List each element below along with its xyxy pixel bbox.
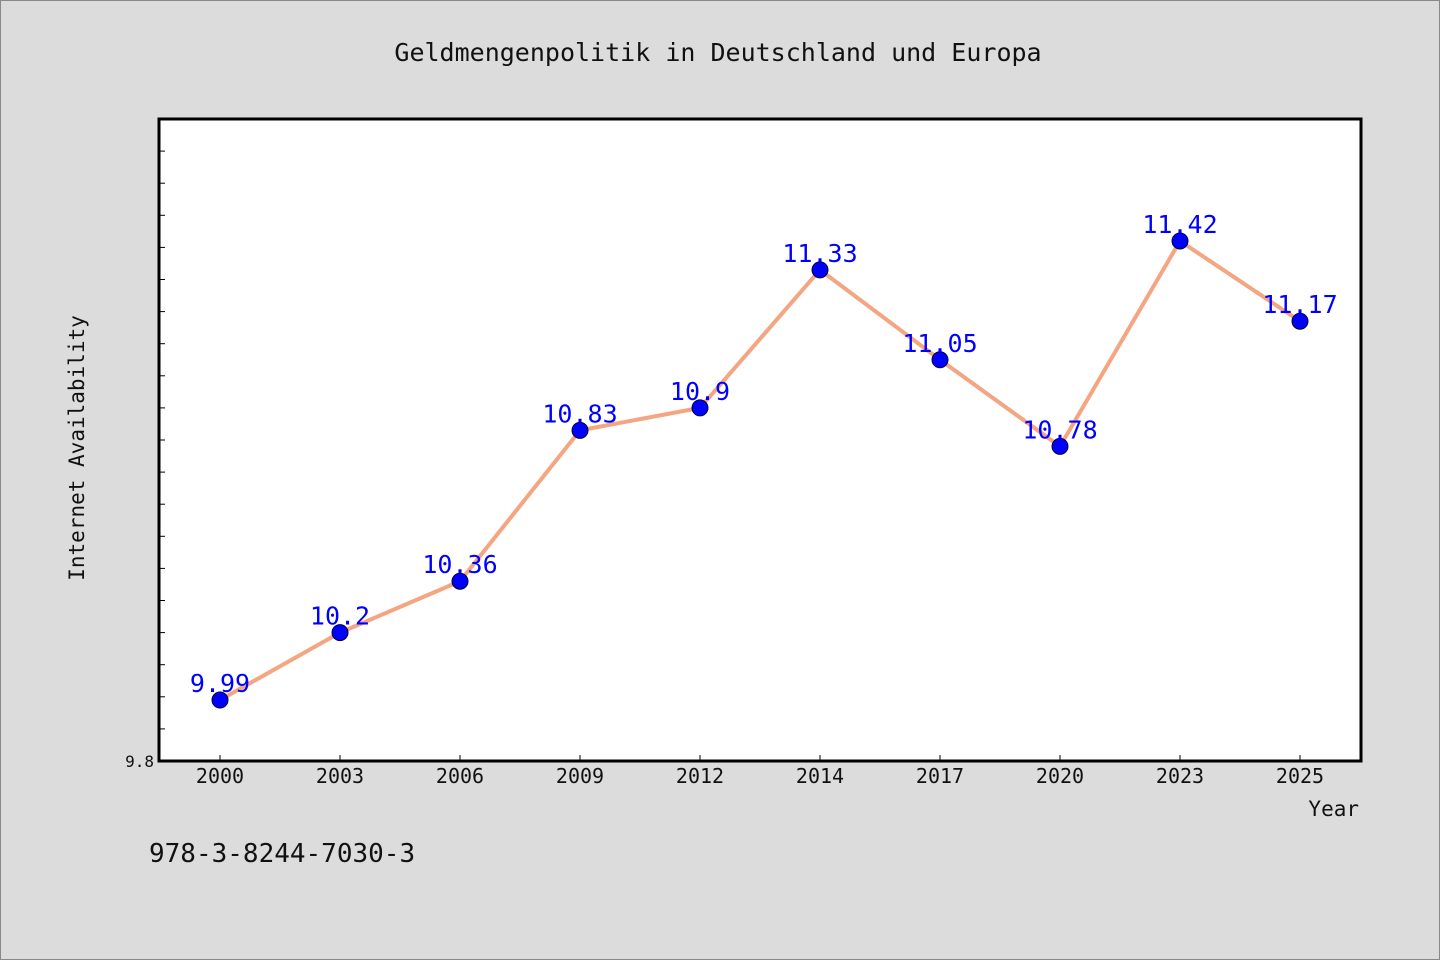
data-point-marker — [571, 421, 589, 439]
x-tick-label: 2025 — [1276, 764, 1324, 788]
data-point-label: 11.17 — [1262, 290, 1337, 319]
data-point-marker — [1171, 232, 1189, 250]
x-axis-label: Year — [1308, 797, 1359, 821]
x-tick-label: 2014 — [796, 764, 844, 788]
data-point-marker — [1291, 312, 1309, 330]
data-point-label: 10.83 — [542, 399, 617, 428]
x-axis-ticks: 2000 2003 2006 2009 2012 2014 2017 2020 2023 2025 — [196, 755, 1324, 788]
data-point-marker — [811, 261, 829, 279]
data-point-marker — [211, 691, 229, 709]
data-point-marker — [931, 351, 949, 369]
data-point-marker — [331, 624, 349, 642]
data-point-label: 10.9 — [670, 377, 730, 406]
x-tick-label: 2009 — [556, 764, 604, 788]
data-point-marker — [1051, 437, 1069, 455]
series-markers — [211, 232, 1309, 709]
data-point-label: 11.33 — [782, 239, 857, 268]
plot-area — [157, 117, 1363, 763]
data-point-label: 11.42 — [1142, 210, 1217, 239]
data-point-label: 10.36 — [422, 550, 497, 579]
data-point-label: 10.2 — [310, 602, 370, 631]
data-point-label: 10.78 — [1022, 415, 1097, 444]
x-tick-label: 2017 — [916, 764, 964, 788]
x-tick-label: 2012 — [676, 764, 724, 788]
y-axis-ticks: 9.8 — [125, 118, 165, 771]
x-tick-label: 2000 — [196, 764, 244, 788]
y-axis-label: Internet Availability — [65, 315, 89, 581]
data-labels: 9.99 10.2 10.36 10.83 10.9 11.33 11.05 10.78 11.… — [190, 210, 1338, 698]
data-point-marker — [451, 572, 469, 590]
data-point-label: 9.99 — [190, 669, 250, 698]
series-line — [219, 238, 1302, 702]
data-point-label: 11.05 — [902, 329, 977, 358]
chart-title: Geldmengenpolitik in Deutschland und Eur… — [394, 38, 1041, 67]
x-tick-label: 2023 — [1156, 764, 1204, 788]
x-tick-label: 2020 — [1036, 764, 1084, 788]
y-tick-label: 9.8 — [125, 752, 154, 771]
x-tick-label: 2003 — [316, 764, 364, 788]
data-point-marker — [691, 399, 709, 417]
x-tick-label: 2006 — [436, 764, 484, 788]
footer-isbn: 978-3-8244-7030-3 — [149, 839, 415, 869]
